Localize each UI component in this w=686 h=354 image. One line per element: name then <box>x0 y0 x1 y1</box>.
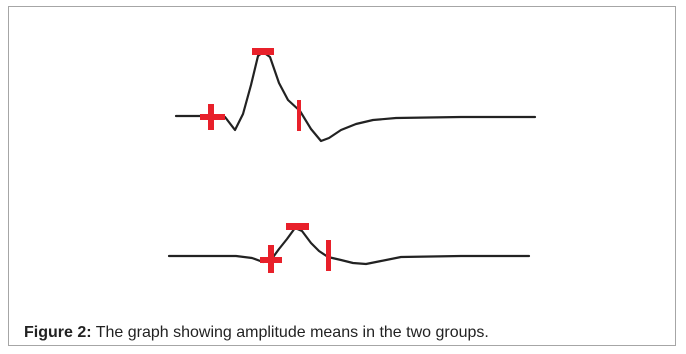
upper-onset-marker-v <box>208 104 214 130</box>
upper-waveform-group <box>174 48 537 143</box>
lower-offset-marker <box>326 240 331 271</box>
amplitude-diagram <box>167 48 537 273</box>
upper-peak-marker <box>252 48 274 55</box>
upper-waveform-trace <box>174 50 537 143</box>
figure-caption-text: The graph showing amplitude means in the… <box>91 324 489 341</box>
upper-offset-marker <box>297 100 301 131</box>
figure-frame: Figure 2: The graph showing amplitude me… <box>8 6 676 346</box>
lower-onset-marker-v <box>268 245 274 273</box>
figure-caption: Figure 2: The graph showing amplitude me… <box>24 323 489 343</box>
lower-waveform-trace <box>167 226 531 266</box>
lower-waveform-group <box>167 223 531 273</box>
lower-peak-marker <box>286 223 309 230</box>
figure-caption-label: Figure 2: <box>24 324 92 341</box>
